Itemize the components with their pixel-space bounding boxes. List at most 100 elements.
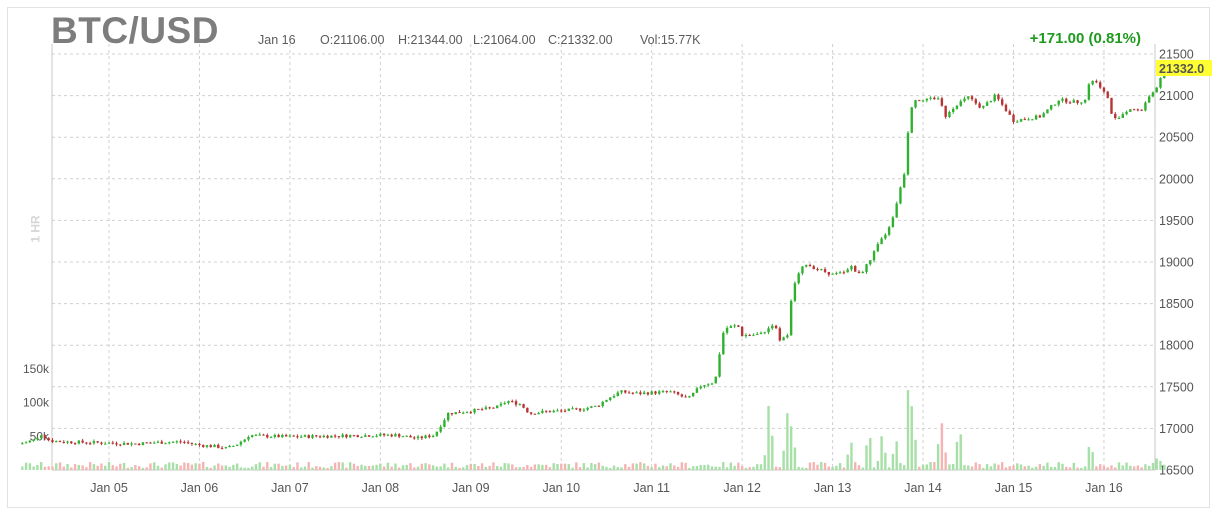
candle: [21, 443, 24, 445]
candle: [311, 435, 314, 438]
candle: [820, 269, 823, 271]
volume-bar: [1106, 467, 1109, 470]
candle: [737, 325, 740, 327]
volume-bar: [759, 464, 763, 470]
volume-bar: [880, 436, 883, 470]
candle: [789, 300, 793, 336]
candle: [593, 405, 597, 407]
candle: [805, 264, 808, 267]
candle: [891, 217, 895, 228]
candle: [767, 328, 770, 333]
volume-bar: [315, 466, 318, 470]
candle: [73, 443, 77, 445]
candle: [669, 391, 672, 393]
volume-bar: [115, 466, 118, 470]
volume-bar: [397, 467, 401, 470]
candle: [28, 440, 32, 443]
candle: [364, 435, 367, 437]
volume-bar: [899, 462, 902, 470]
candle: [827, 271, 831, 275]
candle: [673, 391, 676, 393]
volume-bar: [137, 466, 141, 470]
volume-bar: [854, 462, 857, 470]
candle: [397, 434, 401, 437]
candle: [333, 435, 337, 437]
volume-bar: [254, 464, 258, 470]
candle: [978, 103, 981, 108]
volume-bar: [903, 465, 906, 470]
volume-bar: [130, 467, 133, 470]
candle: [288, 435, 292, 437]
candle: [782, 337, 785, 341]
candle: [281, 434, 284, 438]
volume-bar: [62, 466, 65, 470]
candle: [47, 438, 50, 441]
volume-bar: [480, 463, 484, 470]
volume-bar: [620, 467, 623, 470]
volume-bar: [816, 464, 819, 470]
volume-bar: [831, 466, 834, 470]
candle: [601, 401, 604, 407]
volume-bar: [36, 465, 39, 470]
candle: [431, 435, 435, 438]
volume-bar: [141, 467, 145, 470]
volume-bar: [518, 467, 521, 470]
volume-bar: [58, 462, 62, 470]
volume-bar: [47, 466, 50, 470]
volume-bar: [1076, 467, 1079, 470]
candle: [190, 442, 194, 444]
candle: [1053, 104, 1057, 106]
x-tick-label: Jan 07: [271, 481, 309, 495]
volume-bar: [744, 467, 748, 470]
candle: [228, 445, 231, 448]
volume-bar: [940, 423, 944, 470]
volume-bar: [767, 405, 770, 470]
y-tick-label: 17500: [1159, 380, 1194, 394]
volume-bar: [612, 465, 616, 470]
candle: [1046, 109, 1049, 114]
candle: [948, 111, 951, 117]
volume-bar: [55, 463, 58, 470]
volume-bar: [326, 467, 329, 470]
volume-bar: [277, 463, 280, 470]
volume-bar: [499, 466, 503, 470]
volume-bar: [424, 463, 427, 470]
volume-bar: [1087, 447, 1091, 470]
volume-bar: [220, 465, 224, 470]
volume-bar: [887, 467, 891, 470]
candle: [322, 435, 326, 438]
volume-bar: [77, 464, 81, 470]
volume-bar: [725, 467, 729, 470]
volume-bar: [228, 466, 231, 470]
volume-bar: [1072, 462, 1075, 470]
volume-bar: [149, 463, 152, 470]
candle: [153, 442, 156, 444]
volume-bar: [134, 465, 137, 470]
volume-bar: [673, 465, 676, 470]
candle: [235, 444, 239, 446]
candle: [330, 435, 333, 438]
candle: [552, 410, 555, 413]
candle: [620, 390, 623, 393]
candle: [1129, 109, 1132, 112]
volume-bar: [593, 464, 597, 470]
volume-bar: [522, 466, 525, 470]
candle: [92, 441, 96, 444]
candle: [352, 435, 356, 437]
volume-bar: [646, 465, 650, 470]
volume-bar: [669, 463, 672, 470]
volume-bar: [409, 463, 412, 470]
volume-bar: [28, 463, 32, 470]
candle: [164, 443, 167, 445]
volume-bar: [756, 464, 759, 470]
volume-bar: [1042, 465, 1045, 470]
candle: [62, 441, 65, 443]
volume-bar: [168, 462, 171, 470]
candle: [548, 411, 552, 413]
candle: [740, 326, 744, 337]
volume-bar: [921, 464, 925, 470]
candle: [944, 105, 947, 117]
candle: [145, 442, 148, 444]
candle: [345, 434, 348, 438]
